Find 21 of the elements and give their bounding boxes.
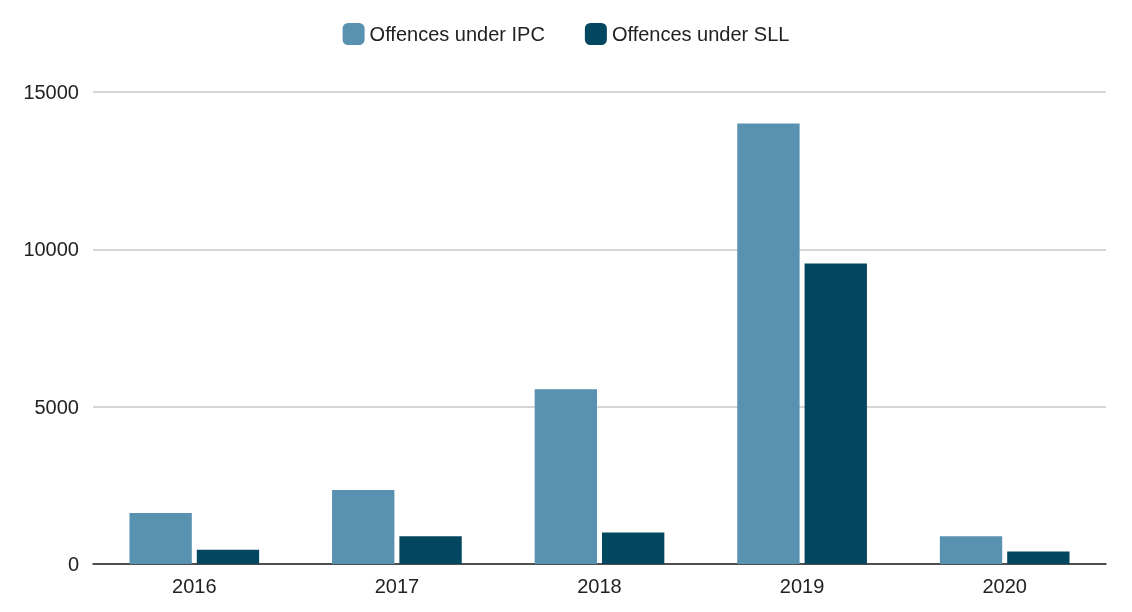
bar xyxy=(939,536,1003,564)
y-tick-label: 15000 xyxy=(23,81,79,103)
y-tick-label: 10000 xyxy=(23,238,79,261)
bar xyxy=(129,513,192,564)
x-tick-label: 2017 xyxy=(374,575,420,597)
bar xyxy=(332,490,395,564)
x-tick-label: 2018 xyxy=(577,575,622,597)
bar xyxy=(601,532,665,564)
bar xyxy=(737,123,800,564)
bar xyxy=(534,389,598,564)
bar xyxy=(399,536,462,564)
bar xyxy=(196,549,260,564)
legend-label: Offences under IPC xyxy=(369,23,545,45)
y-tick-label: 0 xyxy=(67,553,79,575)
x-tick-label: 2019 xyxy=(779,575,825,597)
bar xyxy=(804,263,867,564)
y-tick-label: 5000 xyxy=(34,395,79,418)
legend-label: Offences under SLL xyxy=(611,23,790,45)
x-tick-label: 2020 xyxy=(982,575,1027,597)
bar xyxy=(1007,551,1070,564)
x-tick-label: 2016 xyxy=(172,575,217,597)
